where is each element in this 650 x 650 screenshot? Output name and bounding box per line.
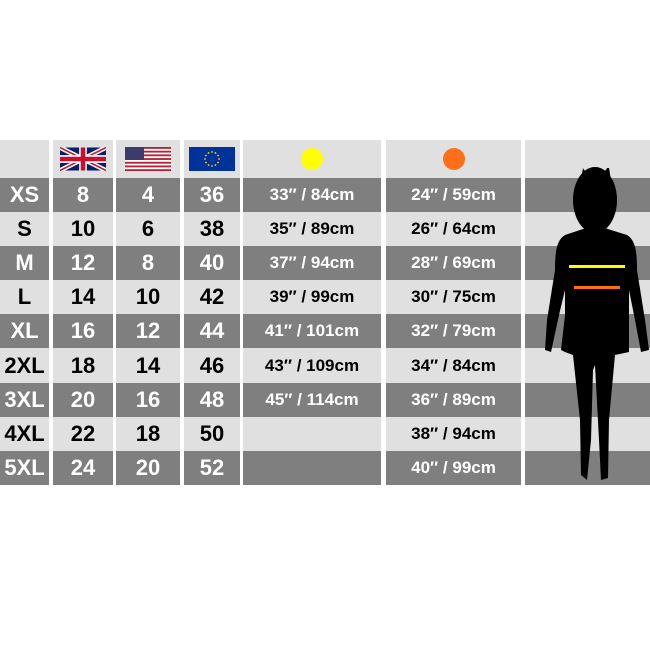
size-column: XS S M L XL 2XL 3XL 4XL 5XL — [0, 140, 49, 485]
us-column: 4 6 8 10 12 14 16 18 20 — [116, 140, 180, 485]
us-header — [116, 140, 180, 178]
cell-size: 2XL — [0, 348, 49, 383]
cell-eu: 36 — [184, 178, 240, 213]
cell-bust: 35″ / 89cm — [243, 212, 381, 247]
cell-uk: 16 — [53, 314, 113, 349]
bust-marker-icon — [301, 148, 323, 170]
cell-eu: 50 — [184, 416, 240, 451]
cell-waist: 28″ / 69cm — [386, 246, 521, 281]
uk-header — [53, 140, 113, 178]
cell-waist: 26″ / 64cm — [386, 212, 521, 247]
cell-us: 20 — [116, 450, 180, 485]
waist-marker-icon — [442, 148, 465, 170]
bust-column: 33″ / 84cm 35″ / 89cm 37″ / 94cm 39″ / 99cm… — [243, 140, 381, 485]
cell-eu: 40 — [184, 246, 240, 281]
cell-bust — [243, 450, 381, 485]
cell-waist: 24″ / 59cm — [386, 178, 521, 213]
bust-line — [569, 265, 625, 268]
cell-uk: 22 — [53, 416, 113, 451]
cell-us: 6 — [116, 212, 180, 247]
waist-header — [386, 140, 521, 178]
cell-us: 16 — [116, 382, 180, 417]
cell-eu: 44 — [184, 314, 240, 349]
cell-waist: 36″ / 89cm — [386, 382, 521, 417]
cell-uk: 8 — [53, 178, 113, 213]
cell-bust: 45″ / 114cm — [243, 382, 381, 417]
cell-size: 4XL — [0, 416, 49, 451]
cell-eu: 48 — [184, 382, 240, 417]
cell-us: 4 — [116, 178, 180, 213]
uk-flag-icon — [60, 147, 106, 171]
cell-size: XS — [0, 178, 49, 213]
cell-waist: 30″ / 75cm — [386, 280, 521, 315]
cell-uk: 14 — [53, 280, 113, 315]
cell-us: 14 — [116, 348, 180, 383]
waist-line — [574, 286, 620, 289]
cell-bust: 41″ / 101cm — [243, 314, 381, 349]
cell-size: 5XL — [0, 450, 49, 485]
cell-eu: 52 — [184, 450, 240, 485]
bust-header — [243, 140, 381, 178]
cell-uk: 12 — [53, 246, 113, 281]
size-header — [0, 140, 49, 178]
cell-size: 3XL — [0, 382, 49, 417]
eu-flag-icon — [189, 147, 235, 171]
cell-waist: 40″ / 99cm — [386, 450, 521, 485]
uk-column: 8 10 12 14 16 18 20 22 24 — [53, 140, 113, 485]
cell-eu: 42 — [184, 280, 240, 315]
cell-waist: 32″ / 79cm — [386, 314, 521, 349]
cell-us: 12 — [116, 314, 180, 349]
cell-size: L — [0, 280, 49, 315]
us-flag-icon — [125, 147, 171, 171]
cell-size: M — [0, 246, 49, 281]
cell-us: 10 — [116, 280, 180, 315]
cell-eu: 38 — [184, 212, 240, 247]
eu-header — [184, 140, 240, 178]
cell-waist: 38″ / 94cm — [386, 416, 521, 451]
cell-uk: 20 — [53, 382, 113, 417]
cell-waist: 34″ / 84cm — [386, 348, 521, 383]
cell-bust: 39″ / 99cm — [243, 280, 381, 315]
cell-uk: 18 — [53, 348, 113, 383]
cell-bust: 43″ / 109cm — [243, 348, 381, 383]
cell-uk: 24 — [53, 450, 113, 485]
cell-size: XL — [0, 314, 49, 349]
cell-bust — [243, 416, 381, 451]
waist-column: 24″ / 59cm 26″ / 64cm 28″ / 69cm 30″ / 75cm… — [386, 140, 521, 485]
cell-us: 18 — [116, 416, 180, 451]
cell-bust: 33″ / 84cm — [243, 178, 381, 213]
cell-bust: 37″ / 94cm — [243, 246, 381, 281]
eu-column: 36 38 40 42 44 46 48 50 52 — [184, 140, 240, 485]
female-silhouette-icon — [545, 167, 649, 480]
cell-eu: 46 — [184, 348, 240, 383]
cell-size: S — [0, 212, 49, 247]
cell-uk: 10 — [53, 212, 113, 247]
cell-us: 8 — [116, 246, 180, 281]
